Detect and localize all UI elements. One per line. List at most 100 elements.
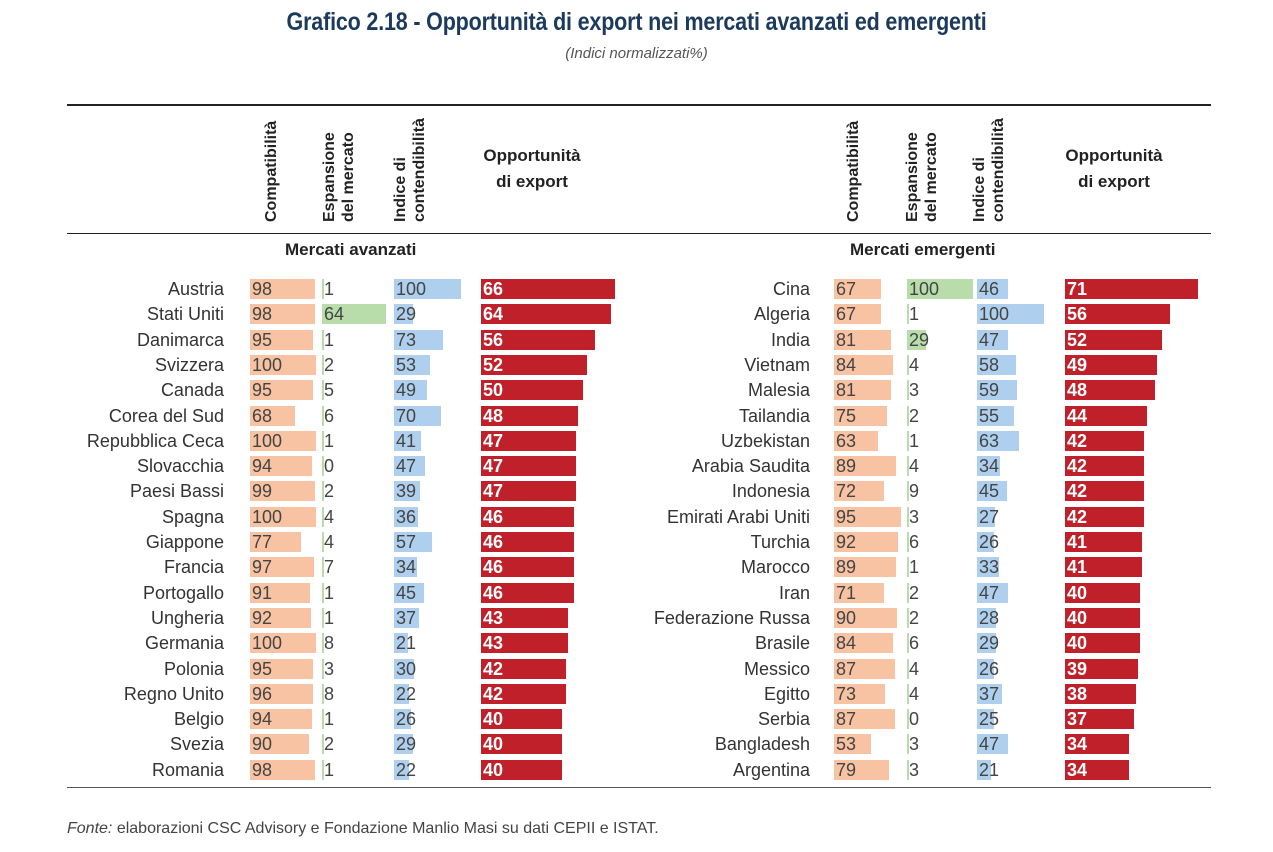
country-label: Serbia xyxy=(757,709,810,730)
compatibility-value-label: 100 xyxy=(252,354,283,375)
contestability-bar xyxy=(394,506,419,527)
opportunity-value-label: 40 xyxy=(483,709,504,730)
expansion-bar xyxy=(322,658,324,679)
compatibility-bar xyxy=(250,279,315,299)
expansion-value-label: 0 xyxy=(324,456,335,477)
contestability-bar xyxy=(977,304,1044,325)
table-row: Germania 100 8 21 43 xyxy=(0,631,1273,655)
compatibility-bar xyxy=(834,430,879,451)
contestability-bar xyxy=(394,329,443,350)
contestability-value-label: 49 xyxy=(396,380,417,401)
expansion-bar xyxy=(322,709,324,730)
opportunity-bar xyxy=(481,304,611,325)
country-label: Romania xyxy=(151,759,224,780)
expansion-bar xyxy=(907,506,909,527)
table-row: Egitto 73 4 37 38 xyxy=(0,682,1273,706)
compatibility-value-label: 89 xyxy=(836,456,857,477)
contestability-value-label: 26 xyxy=(979,532,1000,552)
expansion-value-label: 100 xyxy=(909,279,940,299)
country-label: Germania xyxy=(144,633,224,654)
contestability-value-label: 59 xyxy=(979,380,1000,401)
opportunity-value-label: 46 xyxy=(483,532,504,552)
contestability-bar xyxy=(394,532,433,552)
compatibility-value-label: 63 xyxy=(836,430,857,451)
opportunity-value-label: 71 xyxy=(1067,279,1088,299)
country-label: Canada xyxy=(160,380,224,401)
contestability-value-label: 25 xyxy=(979,709,1000,730)
opportunity-bar xyxy=(1065,430,1144,451)
contestability-value-label: 57 xyxy=(396,532,417,552)
expansion-value-label: 7 xyxy=(324,557,335,578)
contestability-value-label: 26 xyxy=(979,658,1000,679)
country-label: Uzbekistan xyxy=(720,430,810,451)
compatibility-value-label: 100 xyxy=(252,633,283,654)
compatibility-bar xyxy=(250,532,301,552)
country-label: Repubblica Ceca xyxy=(86,430,224,451)
contestability-bar xyxy=(394,279,461,299)
opportunity-value-label: 46 xyxy=(483,506,504,527)
compatibility-value-label: 95 xyxy=(252,329,273,350)
table-row: Corea del Sud 68 6 70 48 xyxy=(0,404,1273,428)
compatibility-bar xyxy=(250,759,315,780)
expansion-bar xyxy=(322,759,324,780)
table-row: Vietnam 84 4 58 49 xyxy=(0,353,1273,377)
opportunity-value-label: 37 xyxy=(1067,709,1088,730)
expansion-value-label: 1 xyxy=(324,430,335,451)
opportunity-bar xyxy=(1065,506,1144,527)
country-label: Spagna xyxy=(161,506,224,527)
compatibility-value-label: 98 xyxy=(252,279,273,299)
expansion-bar xyxy=(322,481,324,502)
contestability-bar xyxy=(977,734,1009,755)
opportunity-bar xyxy=(1065,582,1140,603)
opportunity-bar xyxy=(1065,405,1148,426)
table-row: Tailandia 75 2 55 44 xyxy=(0,404,1273,428)
compatibility-value-label: 98 xyxy=(252,759,273,780)
contestability-bar xyxy=(394,734,414,755)
contestability-bar xyxy=(977,279,1008,299)
table-row: Slovacchia 94 0 47 47 xyxy=(0,454,1273,478)
compatibility-value-label: 67 xyxy=(836,279,857,299)
expansion-value-label: 1 xyxy=(324,582,335,603)
expansion-bar xyxy=(322,380,324,401)
expansion-bar xyxy=(907,279,973,299)
contestability-value-label: 100 xyxy=(396,279,427,299)
compatibility-bar xyxy=(834,607,897,628)
compatibility-bar xyxy=(834,329,891,350)
compatibility-bar xyxy=(834,506,901,527)
country-label: Vietnam xyxy=(744,354,810,375)
contestability-value-label: 29 xyxy=(396,734,417,755)
country-label: Iran xyxy=(778,582,810,603)
opportunity-bar xyxy=(481,658,567,679)
opportunity-bar xyxy=(481,607,569,628)
compatibility-value-label: 95 xyxy=(836,506,857,527)
expansion-bar xyxy=(907,709,909,730)
compatibility-value-label: 100 xyxy=(252,430,283,451)
contestability-value-label: 45 xyxy=(979,481,1000,502)
opportunity-value-label: 56 xyxy=(483,329,504,350)
opportunity-value-label: 50 xyxy=(483,380,504,401)
country-label: Argentina xyxy=(732,759,810,780)
table-row: Romania 98 1 22 40 xyxy=(0,758,1273,782)
compatibility-value-label: 87 xyxy=(836,709,857,730)
contestability-value-label: 55 xyxy=(979,405,1000,426)
expansion-value-label: 1 xyxy=(324,709,335,730)
col-header-contestability-left: Indice di contendibilità xyxy=(392,118,428,222)
expansion-bar xyxy=(322,354,324,375)
expansion-bar xyxy=(907,304,909,325)
opportunity-bar xyxy=(481,279,615,299)
contestability-value-label: 47 xyxy=(979,329,1000,350)
compatibility-value-label: 73 xyxy=(836,683,857,704)
opportunity-value-label: 52 xyxy=(1067,329,1088,350)
expansion-value-label: 6 xyxy=(324,405,335,426)
opportunity-value-label: 42 xyxy=(1067,506,1088,527)
contestability-bar xyxy=(394,405,441,426)
compatibility-value-label: 71 xyxy=(836,582,857,603)
opportunity-bar xyxy=(481,683,567,704)
compatibility-bar xyxy=(250,405,295,426)
contestability-bar xyxy=(394,557,417,578)
country-label: Tailandia xyxy=(738,405,810,426)
expansion-bar xyxy=(322,582,324,603)
opportunity-value-label: 56 xyxy=(1067,304,1088,325)
contestability-value-label: 47 xyxy=(396,456,417,477)
expansion-bar xyxy=(322,456,324,477)
